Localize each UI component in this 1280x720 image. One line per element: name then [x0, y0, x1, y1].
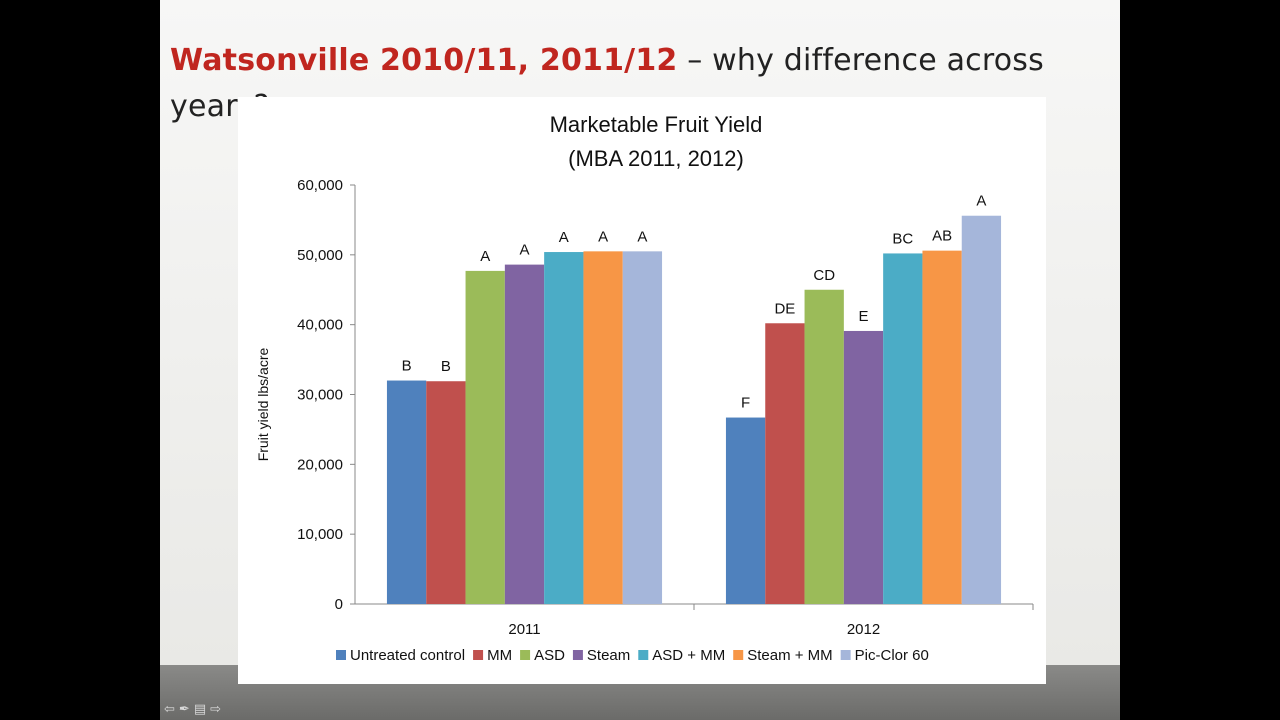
- y-tick-label: 20,000: [297, 456, 343, 473]
- x-category-label: 2011: [508, 621, 540, 638]
- legend-swatch: [336, 650, 346, 660]
- chart-title: Marketable Fruit Yield: [550, 112, 763, 137]
- x-category-label: 2012: [847, 621, 880, 638]
- bar: [804, 289, 844, 604]
- legend-swatch: [638, 650, 649, 660]
- slide-title: Watsonville 2010/11, 2011/12 – why diffe…: [170, 38, 1100, 130]
- bar-data-label: A: [598, 228, 608, 245]
- slide-title-highlight: Watsonville 2010/11, 2011/12: [170, 43, 678, 78]
- bar: [725, 417, 766, 604]
- legend-entry: Steam: [587, 647, 630, 664]
- bar: [922, 250, 962, 605]
- legend-entry: MM: [487, 647, 512, 664]
- bar-data-label: F: [741, 395, 750, 412]
- bar: [622, 251, 663, 604]
- legend-swatch: [733, 650, 744, 660]
- y-tick-label: 60,000: [297, 177, 343, 194]
- bar-data-label: DE: [774, 300, 795, 317]
- y-tick-label: 40,000: [297, 317, 343, 334]
- bar-data-label: B: [441, 358, 451, 375]
- y-tick-label: 0: [335, 596, 343, 613]
- bar-data-label: AB: [932, 228, 952, 245]
- bar: [961, 215, 1002, 604]
- legend-swatch: [473, 650, 484, 660]
- bar-data-label: BC: [892, 230, 913, 247]
- y-tick-label: 50,000: [297, 247, 343, 264]
- bar-chart: Marketable Fruit Yield (MBA 2011, 2012) …: [255, 112, 1034, 664]
- bar-data-label: A: [976, 193, 986, 210]
- legend-entry: ASD + MM: [652, 647, 725, 664]
- legend-swatch: [520, 650, 531, 660]
- bar-data-label: A: [637, 228, 647, 245]
- arrow-left-icon[interactable]: ⇦: [164, 701, 175, 717]
- bar: [504, 264, 545, 604]
- bar-data-label: CD: [813, 267, 835, 284]
- legend-entry: Untreated control: [350, 647, 465, 664]
- slide-nav-controls: ⇦ ✒ ▤ ⇨: [164, 700, 221, 718]
- arrow-right-icon[interactable]: ⇨: [210, 701, 222, 717]
- bar-data-label: A: [480, 248, 490, 265]
- bar: [883, 253, 923, 605]
- y-axis-label: Fruit yield lbs/acre: [255, 347, 271, 461]
- legend-entry: Steam + MM: [747, 647, 832, 664]
- bar: [386, 380, 427, 604]
- slide-title-rest: – why difference across years?: [170, 43, 1044, 124]
- bar-data-label: E: [858, 308, 868, 325]
- legend-swatch: [572, 650, 583, 660]
- menu-icon[interactable]: ▤: [193, 701, 207, 717]
- legend-entry: Pic-Clor 60: [855, 647, 929, 664]
- bar: [465, 270, 505, 604]
- bar: [544, 252, 584, 605]
- bar-data-label: A: [559, 229, 569, 246]
- bar: [583, 251, 623, 604]
- legend-swatch: [840, 650, 851, 660]
- bar: [843, 330, 884, 604]
- bar-data-label: B: [402, 358, 412, 375]
- y-tick-label: 10,000: [297, 526, 343, 543]
- bar-data-label: A: [519, 242, 529, 259]
- chart-panel: Marketable Fruit Yield (MBA 2011, 2012) …: [238, 97, 1046, 684]
- y-tick-label: 30,000: [297, 387, 343, 404]
- bar: [765, 323, 805, 604]
- bar: [426, 381, 466, 604]
- chart-subtitle: (MBA 2011, 2012): [568, 146, 744, 171]
- pen-icon[interactable]: ✒: [178, 701, 190, 717]
- legend-entry: ASD: [534, 647, 565, 664]
